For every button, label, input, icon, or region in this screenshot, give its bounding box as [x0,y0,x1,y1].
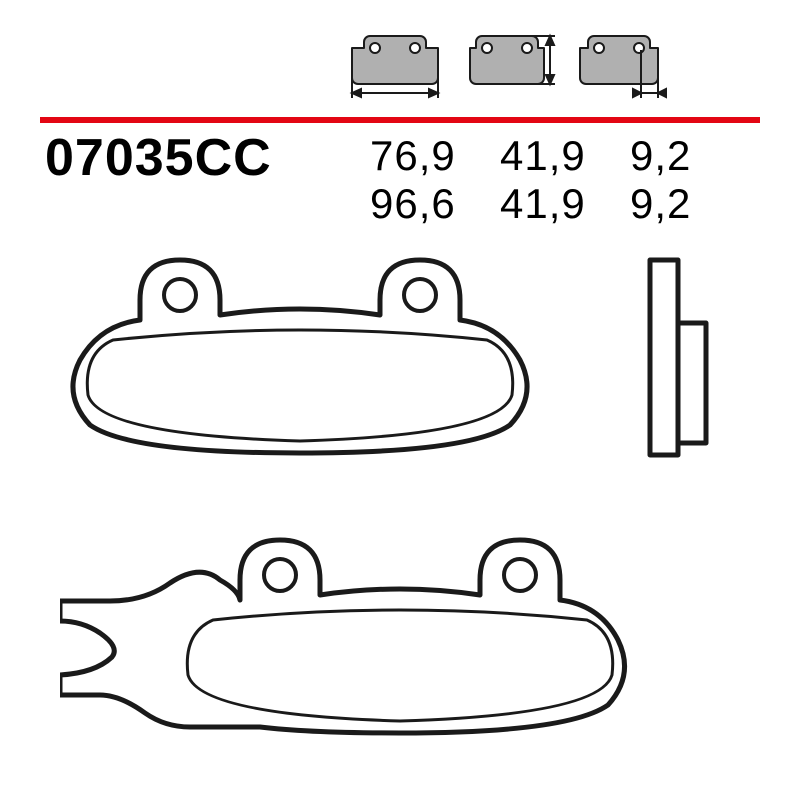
dimensions-table: 76,9 41,9 9,2 96,6 41,9 9,2 [370,132,760,228]
side-profile [650,260,706,455]
height-icon [457,30,557,100]
table-row: 96,6 41,9 9,2 [370,180,760,228]
dim-thick-1: 9,2 [630,132,760,180]
table-row: 76,9 41,9 9,2 [370,132,760,180]
brake-pad-diagram [60,245,740,765]
thickness-icon [569,30,669,100]
part-code: 07035CC [45,128,272,188]
dim-height-1: 41,9 [500,132,630,180]
dim-width-1: 76,9 [370,132,500,180]
dimension-icons-row [345,30,669,100]
dim-height-2: 41,9 [500,180,630,228]
divider-line [40,110,760,116]
width-icon [345,30,445,100]
brake-pad-bottom [60,540,625,733]
dim-thick-2: 9,2 [630,180,760,228]
brake-pad-top [73,260,527,453]
dim-width-2: 96,6 [370,180,500,228]
